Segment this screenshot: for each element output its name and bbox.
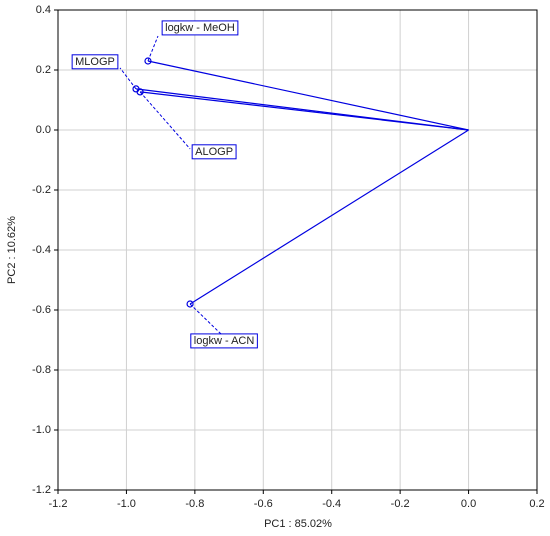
point	[136, 88, 144, 96]
y-tick-label: -0.2	[32, 184, 51, 196]
point-label: logkw - ACN	[190, 333, 258, 349]
x-tick-label: 0.0	[461, 498, 476, 510]
loading-vector	[147, 60, 469, 131]
y-axis-label: PC2 : 10.62%	[6, 216, 18, 284]
label-box	[190, 333, 258, 349]
point-label-text: logkw - MeOH	[165, 22, 235, 34]
leader-line	[189, 303, 223, 336]
point-label: ALOGP	[191, 144, 237, 160]
loading-vector	[189, 129, 469, 305]
point-label-text: ALOGP	[195, 146, 233, 158]
leader-line	[119, 67, 137, 90]
x-tick-label: -1.0	[117, 498, 136, 510]
y-tick-label: -0.4	[32, 244, 51, 256]
label-box	[191, 144, 237, 160]
x-tick-label: -0.8	[185, 498, 204, 510]
point-label: logkw - MeOH	[161, 20, 239, 36]
leader-line	[139, 91, 191, 150]
x-tick-label: -0.2	[391, 498, 410, 510]
y-tick-label: -1.2	[32, 484, 51, 496]
label-box	[71, 54, 119, 70]
y-tick-label: 0.0	[36, 124, 51, 136]
x-tick-label: -1.2	[49, 498, 68, 510]
label-box	[161, 20, 239, 36]
x-tick-label: -0.6	[254, 498, 273, 510]
point-label-text: logkw - ACN	[194, 335, 255, 347]
point	[144, 57, 152, 65]
point	[186, 300, 194, 308]
loading-vector	[140, 91, 469, 131]
x-axis-label: PC1 : 85.02%	[264, 518, 332, 530]
y-tick-label: -0.8	[32, 364, 51, 376]
leader-line	[147, 35, 159, 62]
plot-frame	[57, 9, 538, 491]
y-tick-label: 0.4	[36, 4, 51, 16]
y-tick-label: 0.2	[36, 64, 51, 76]
y-tick-label: -0.6	[32, 304, 51, 316]
point-label: MLOGP	[71, 54, 119, 70]
point-label-text: MLOGP	[75, 56, 115, 68]
x-tick-label: 0.2	[529, 498, 544, 510]
y-tick-label: -1.0	[32, 424, 51, 436]
x-tick-label: -0.4	[322, 498, 341, 510]
